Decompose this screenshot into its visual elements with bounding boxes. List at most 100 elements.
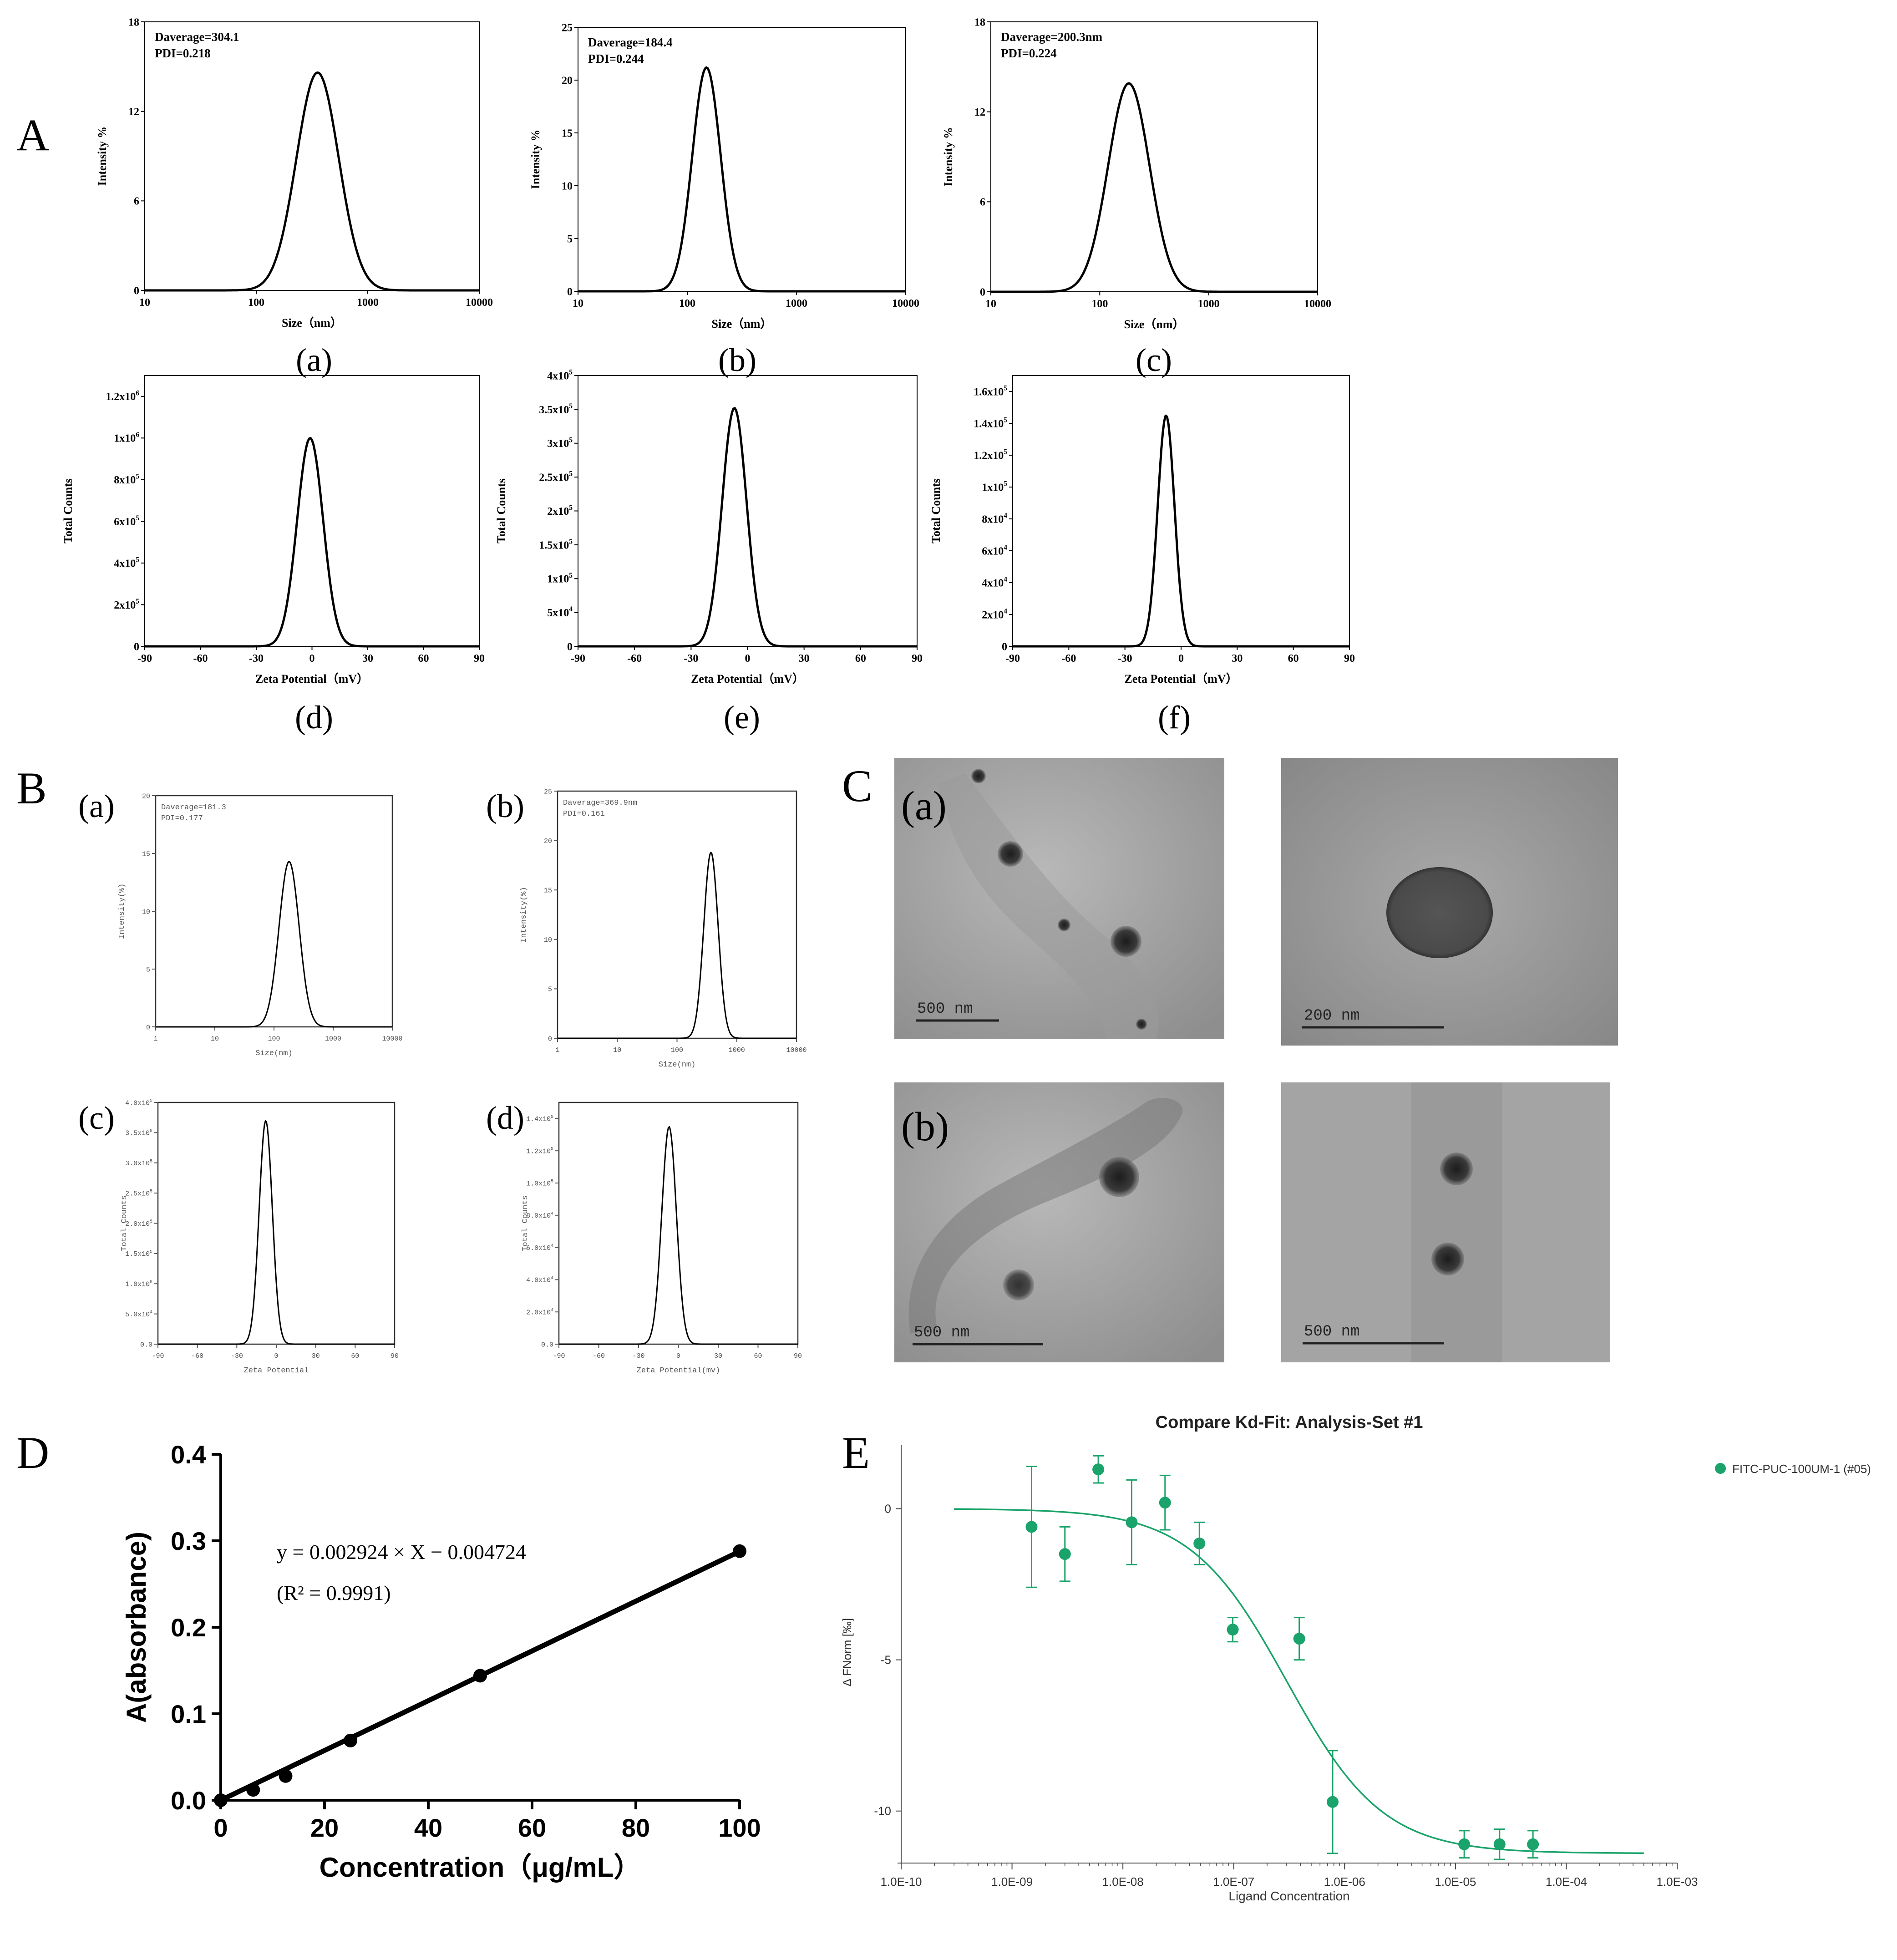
y-tick-label: 5x104	[547, 605, 573, 619]
series-line	[145, 71, 479, 292]
x-tick-label: 1	[153, 1035, 157, 1043]
y-tick-label: 1.0x105	[526, 1179, 553, 1188]
chart-D-calibration: 0 20 40 60 80 100 0.0 0.1 0.2 0.3 0.4 Concentration…	[121, 1440, 761, 1883]
y-tick-label: -5	[881, 1653, 891, 1667]
x-axis-label: Zeta Potential	[244, 1366, 309, 1375]
x-tick-label: 100	[1091, 298, 1108, 310]
y-tick-label: 25	[544, 788, 552, 796]
x-tick-label: 10000	[892, 298, 919, 310]
y-tick-label: 0	[885, 1502, 891, 1515]
series-line	[156, 861, 392, 1028]
y-tick-label: 5	[146, 966, 150, 974]
x-axis-label: Zeta Potential（mV）	[1124, 672, 1238, 685]
y-tick-label: 0	[146, 1024, 150, 1031]
data-point	[733, 1544, 746, 1558]
x-tick-label: 60	[754, 1352, 762, 1360]
legend-marker	[1715, 1463, 1726, 1474]
x-tick-label: -60	[191, 1352, 203, 1360]
panel-letter-B: B	[16, 763, 47, 813]
series-line	[1013, 414, 1349, 648]
chart-annotation: Daverage=200.3nm	[1001, 30, 1103, 44]
x-tick-label: 10	[985, 298, 996, 310]
x-tick-label: 1000	[729, 1046, 745, 1054]
panel-sublabel: (b)	[718, 342, 756, 378]
x-axis-label: Zeta Potential（mV）	[255, 672, 369, 685]
x-tick-label: 90	[912, 653, 923, 665]
y-tick-label: 1x105	[982, 480, 1007, 494]
x-tick-label: 100	[679, 298, 695, 310]
x-tick-label: 0	[213, 1813, 228, 1842]
plot-frame	[144, 375, 480, 647]
y-tick-label: 1.6x105	[974, 385, 1007, 398]
y-tick-label: 0	[134, 285, 139, 297]
panel-sublabel: (a)	[78, 788, 115, 824]
y-axis-label: Total Counts	[521, 1195, 530, 1251]
series-line	[991, 82, 1318, 293]
y-tick-label: 0	[1002, 641, 1007, 653]
data-point	[1493, 1838, 1506, 1850]
x-tick-label: 10	[211, 1035, 219, 1043]
y-tick-label: 15	[544, 887, 552, 894]
chart-A-a: 10 100 1000 10000 0 6 12 18 Size（nm） Intensity % D…	[96, 16, 493, 378]
tem-image-a-left: 500 nm (a)	[894, 758, 1224, 1039]
chart-annotation: PDI=0.224	[1001, 46, 1057, 60]
y-tick-label: 20	[142, 792, 150, 800]
y-tick-label: 0	[567, 286, 573, 298]
y-tick-label: 15	[142, 850, 150, 858]
x-tick-label: 1.0E-09	[991, 1875, 1033, 1889]
y-tick-label: 4x105	[114, 556, 139, 570]
y-axis-label: Total Counts	[120, 1195, 129, 1251]
chart-annotation: Daverage=369.9nm	[563, 799, 637, 807]
tem-image-b-left: 500 nm (b)	[894, 1082, 1224, 1362]
y-tick-label: 6x105	[114, 514, 139, 528]
y-tick-label: 4x105	[547, 369, 573, 382]
tem-sublabel: (a)	[901, 783, 947, 828]
y-tick-label: 18	[128, 16, 139, 28]
data-point	[1527, 1838, 1539, 1850]
y-tick-label: 1.5x105	[539, 538, 573, 551]
y-tick-label: 10	[544, 936, 552, 944]
x-tick-label: 0	[745, 653, 751, 665]
chart-A-d: -90 -60 -30 0 30 60 90 0 2x105 4x105 6x105 8x105 1x1…	[61, 375, 485, 736]
series-line	[578, 407, 917, 648]
y-tick-label: 4.0x105	[125, 1098, 152, 1107]
x-tick-label: 1000	[786, 298, 807, 310]
x-tick-label: 0	[676, 1352, 680, 1360]
y-axis-label: Δ FNorm [‰]	[840, 1618, 854, 1686]
chart-E-kd-fit: 1.0E-10 1.0E-09 1.0E-08 1.0E-07 1.0E-06 1.0E-…	[840, 1413, 1871, 1903]
x-tick-label: 1	[555, 1046, 559, 1054]
y-tick-label: 8x104	[982, 512, 1007, 526]
x-tick-label: 100	[671, 1046, 683, 1054]
chart-A-e: -90 -60 -30 0 30 60 90 0 5x104 1x105 1.5x105 2x105 2…	[495, 369, 923, 736]
series-line	[558, 852, 796, 1039]
data-point	[344, 1733, 357, 1747]
y-tick-label: 25	[562, 22, 573, 34]
x-axis-label: Zeta Potential(mv)	[637, 1366, 720, 1375]
x-tick-label: 10	[573, 298, 583, 310]
fit-equation: y = 0.002924 × X − 0.004724	[277, 1540, 526, 1564]
y-tick-label: -10	[874, 1804, 891, 1818]
x-tick-label: 1.0E-05	[1435, 1875, 1476, 1889]
y-tick-label: 0.0	[541, 1341, 553, 1349]
y-tick-label: 0.3	[171, 1527, 206, 1555]
x-axis-label: Size(nm)	[659, 1061, 696, 1069]
panel-sublabel: (b)	[486, 788, 524, 824]
x-tick-label: 80	[622, 1813, 650, 1842]
y-tick-label: 5	[567, 233, 573, 245]
x-tick-label: -60	[627, 653, 642, 665]
plot-frame	[155, 795, 393, 1028]
data-point	[1025, 1521, 1038, 1533]
y-tick-label: 5	[548, 986, 552, 994]
x-tick-label: 1000	[1198, 298, 1220, 310]
y-tick-label: 1.2x106	[106, 389, 139, 403]
x-axis-label: Ligand Concentration	[1228, 1889, 1349, 1903]
panel-sublabel: (c)	[1136, 342, 1172, 378]
y-tick-label: 6x104	[982, 544, 1007, 558]
data-point	[1458, 1838, 1471, 1850]
plot-frame	[144, 21, 480, 291]
chart-annotation: PDI=0.244	[588, 52, 644, 66]
data-point	[214, 1793, 228, 1807]
tem-scalebar-label: 200 nm	[1304, 1007, 1359, 1025]
y-tick-label: 8x105	[114, 472, 139, 486]
x-tick-label: -30	[249, 653, 264, 665]
